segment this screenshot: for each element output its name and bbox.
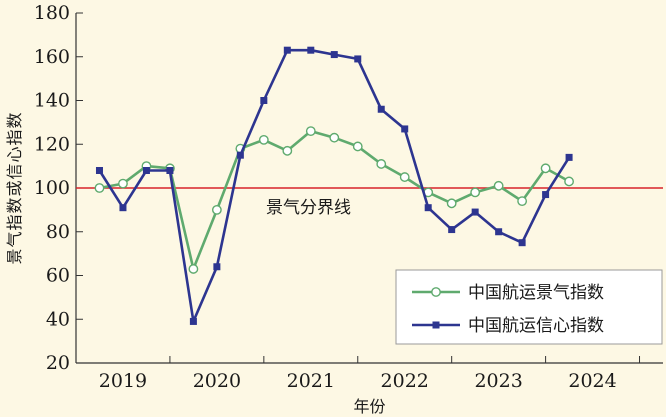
x-tick-label: 2019 [99,370,147,392]
data-point-square [542,191,550,199]
data-point-circle [470,187,481,198]
data-point-square [401,125,409,133]
data-point-square [495,228,503,236]
y-tick-label: 80 [46,221,70,243]
data-point-circle [493,180,504,191]
data-point-circle [564,176,574,187]
y-tick-label: 60 [46,265,70,287]
series-lines [94,46,574,325]
data-point-square [95,167,103,174]
data-point-circle [540,163,551,174]
data-point-square [283,46,291,54]
data-point-circle [399,172,410,182]
data-point-square [565,153,573,161]
data-point-square [307,46,315,54]
y-tick-label: 140 [34,90,70,112]
data-point-circle [258,134,269,145]
data-point-circle [329,132,340,143]
data-point-circle [118,178,128,189]
x-axis-title: 年份 [353,397,385,416]
data-point-square [189,317,197,325]
series-2 [95,46,573,325]
data-point-circle [188,264,199,274]
data-point-square [377,105,385,113]
data-point-circle [352,141,363,152]
data-point-circle [517,196,528,207]
y-tick-label: 120 [34,133,70,155]
data-point-circle [211,204,222,215]
legend-marker-square [432,321,440,329]
data-point-circle [305,126,316,137]
data-point-square [142,167,150,174]
y-tick-label: 40 [46,308,70,330]
y-tick-label: 20 [46,352,70,374]
legend-label: 中国航运景气指数 [468,283,604,303]
data-point-square [119,204,127,212]
x-tick-label: 2021 [287,370,335,392]
y-tick-label: 180 [34,2,70,24]
x-tick-label: 2020 [193,370,241,392]
data-point-square [330,51,338,59]
data-point-circle [446,198,457,209]
x-tick-label: 2023 [474,370,522,392]
y-axis-title: 景气指数或信心指数 [5,111,24,264]
reference-line-label: 景气分界线 [266,198,351,218]
legend-box [395,269,663,345]
data-point-square [448,226,456,234]
data-point-square [213,263,221,271]
data-point-circle [376,159,387,169]
data-point-square [354,55,362,63]
reference-line-group: 景气分界线 [76,187,663,218]
y-tick-label: 100 [34,177,70,199]
data-point-square [471,208,479,216]
x-tick-label: 2024 [568,370,616,392]
data-point-square [166,167,174,174]
data-point-square [424,204,432,212]
legend-label: 中国航运信心指数 [468,316,604,336]
data-point-square [260,97,268,104]
x-tick-label: 2022 [381,370,429,392]
y-tick-label: 160 [34,46,70,68]
legend-marker-circle [431,287,441,297]
data-point-circle [282,145,293,156]
data-point-square [518,239,526,247]
chart-axes: 20 40 60 80 100 120 140 160 180 2019 2020 2021 2022 2… [5,2,663,416]
data-point-circle [94,183,105,193]
data-point-square [236,151,244,159]
